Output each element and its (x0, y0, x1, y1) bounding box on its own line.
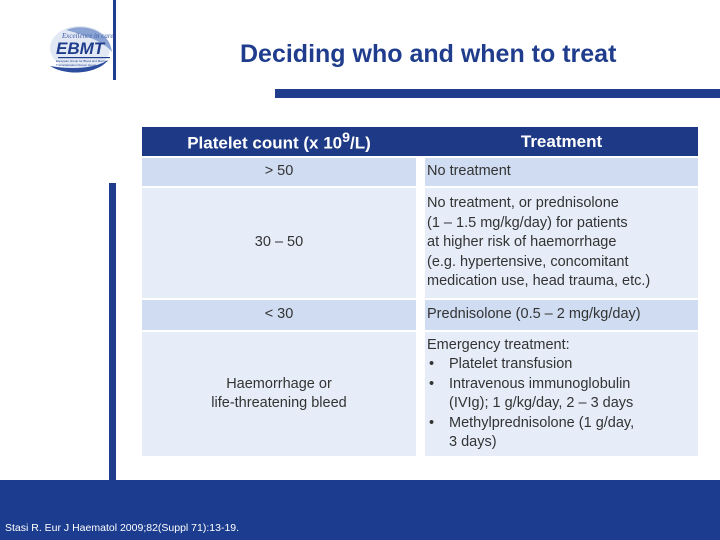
column-header-treatment: Treatment (425, 127, 698, 158)
exponent: 9 (342, 129, 351, 146)
column-header-platelet-count: Platelet count (x 109/L) (142, 127, 416, 158)
treatment-line: at higher risk of haemorrhage (427, 234, 617, 251)
platelet-count-cell: < 30 (142, 299, 416, 332)
treatment-cell: Emergency treatment: Platelet transfusio… (425, 331, 698, 458)
platelet-count-cell: > 50 (142, 157, 416, 188)
count-line: Haemorrhage or (226, 375, 332, 392)
ebmt-logo-graphic: Excellence in care EBMT European Group f… (50, 26, 113, 73)
treatment-bullet-list: Platelet transfusion Intravenous immunog… (427, 355, 688, 453)
slide-title: Deciding who and when to treat (240, 40, 617, 68)
treatment-cell: No treatment (425, 157, 698, 188)
treatment-bullet: Intravenous immunoglobulin (IVIg); 1 g/k… (427, 375, 688, 414)
table-header-row: Platelet count (x 109/L) Treatment (142, 127, 698, 158)
footer-band (0, 480, 720, 540)
treatment-bullet: Platelet transfusion (427, 355, 688, 375)
table-row: 30 – 50 No treatment, or prednisolone (1… (142, 187, 698, 300)
platelet-count-cell: 30 – 50 (142, 187, 416, 300)
table-row: > 50 No treatment (142, 157, 698, 188)
header-gap (416, 127, 425, 158)
treatment-line: (1 – 1.5 mg/kg/day) for patients (427, 214, 628, 231)
svg-text:Transplantation Nurses Group: Transplantation Nurses Group (56, 63, 96, 67)
decor-title-underline-bar (275, 89, 720, 98)
citation: Stasi R. Eur J Haematol 2009;82(Suppl 71… (5, 522, 240, 534)
svg-text:EBMT: EBMT (56, 39, 106, 58)
svg-text:European Group for Blood and M: European Group for Blood and Marrow (56, 59, 109, 63)
treatment-table: Platelet count (x 109/L) Treatment > 50 … (142, 127, 698, 458)
count-line: life-threatening bleed (211, 395, 347, 411)
decor-vertical-line-top (113, 0, 116, 80)
treatment-line: (e.g. hypertensive, concomitant (427, 253, 629, 270)
treatment-line: No treatment, or prednisolone (427, 195, 619, 212)
treatment-bullet: Methylprednisolone (1 g/day, 3 days) (427, 414, 688, 453)
table-row: Haemorrhage or life-threatening bleed Em… (142, 331, 698, 458)
svg-text:Excellence in care: Excellence in care (61, 32, 113, 40)
decor-vertical-bar (109, 183, 116, 480)
treatment-line: medication use, head trauma, etc.) (427, 273, 651, 290)
ebmt-logo: Excellence in care EBMT European Group f… (0, 18, 118, 98)
treatment-cell: No treatment, or prednisolone (1 – 1.5 m… (425, 187, 698, 300)
treatment-intro: Emergency treatment: (427, 336, 570, 353)
table-row: < 30 Prednisolone (0.5 – 2 mg/kg/day) (142, 299, 698, 332)
platelet-count-cell: Haemorrhage or life-threatening bleed (142, 331, 416, 458)
treatment-cell: Prednisolone (0.5 – 2 mg/kg/day) (425, 299, 698, 332)
